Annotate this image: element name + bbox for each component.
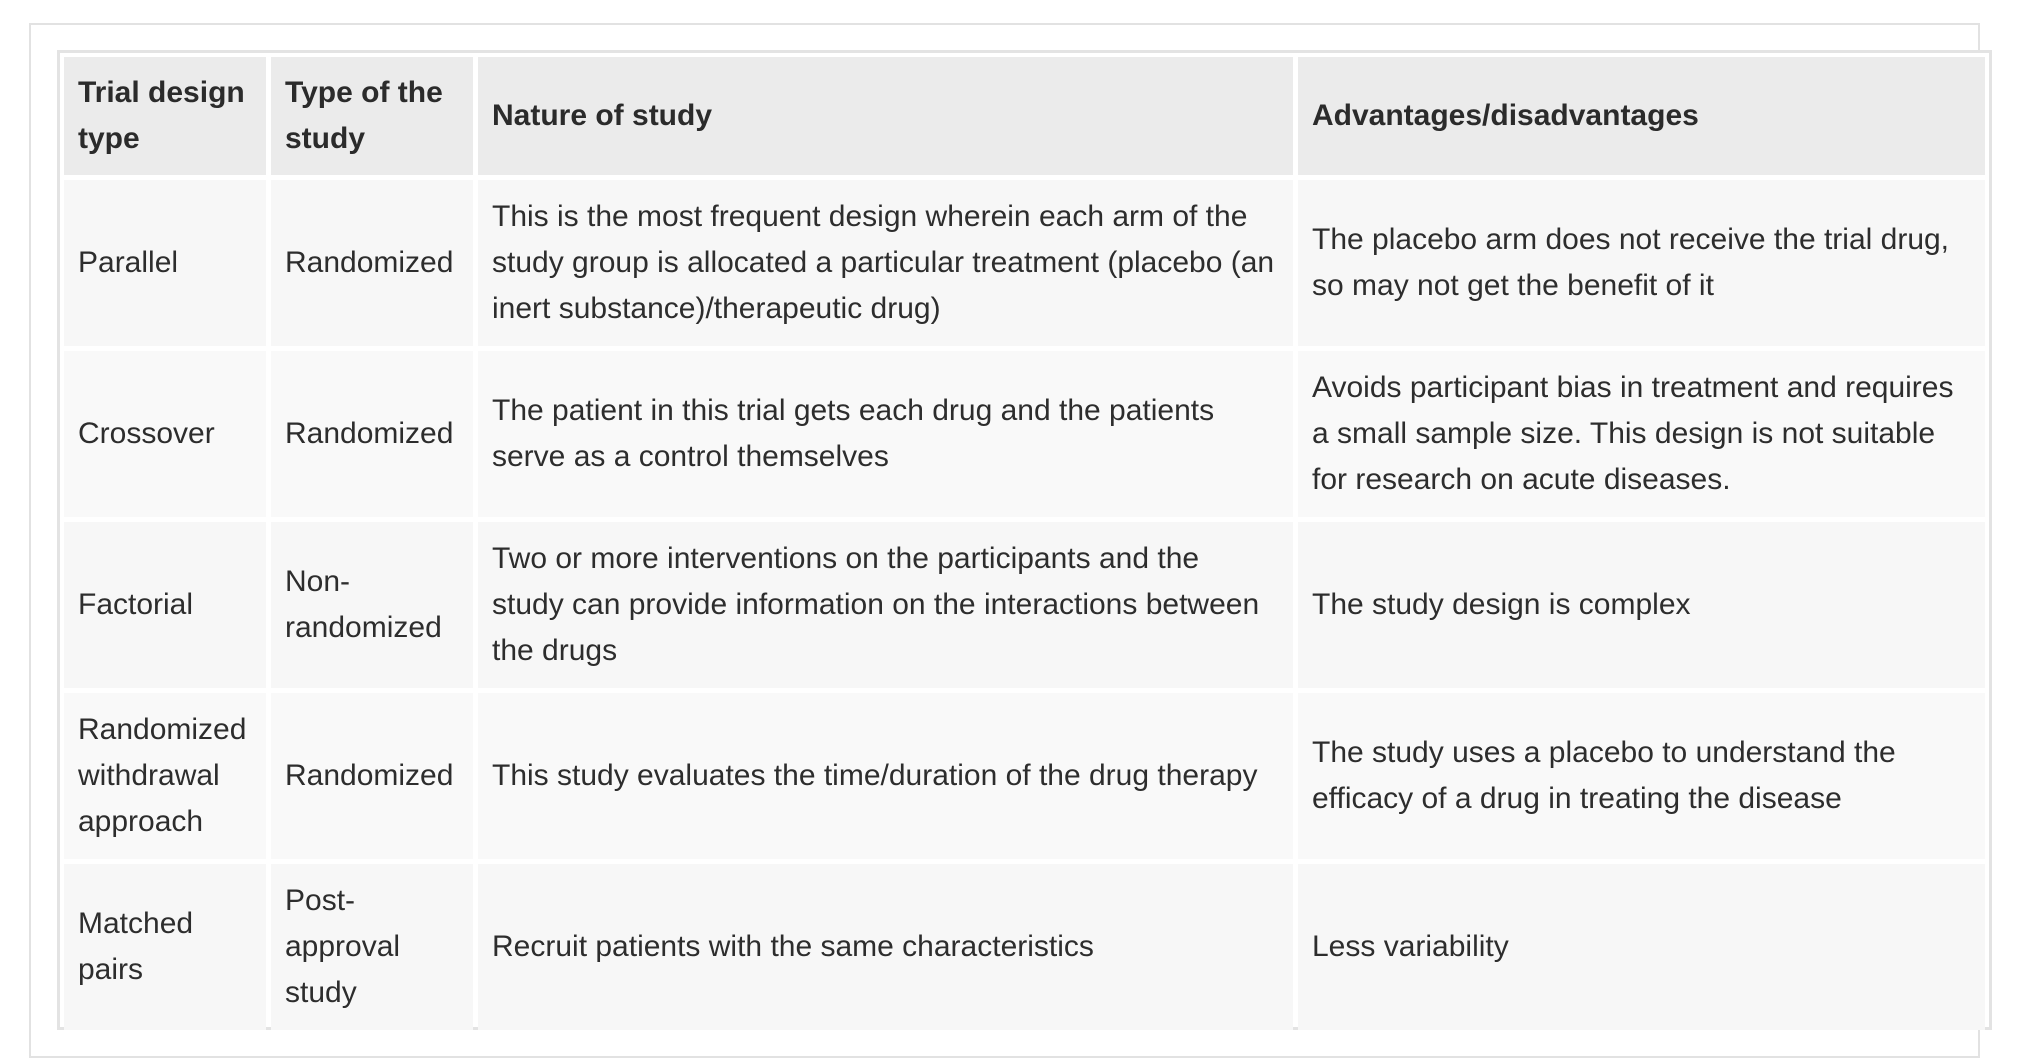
trial-design-table-wrapper: Trial design type Type of the study Natu… xyxy=(57,50,1992,1030)
table-row: Crossover Randomized The patient in this… xyxy=(64,351,1985,517)
header-type-of-study: Type of the study xyxy=(271,57,473,175)
cell-type-of-study: Randomized xyxy=(271,351,473,517)
table-row: Factorial Non-randomized Two or more int… xyxy=(64,522,1985,688)
cell-advantages-disadvantages: The placebo arm does not receive the tri… xyxy=(1298,180,1985,346)
cell-advantages-disadvantages: The study design is complex xyxy=(1298,522,1985,688)
cell-trial-design-type: Matched pairs xyxy=(64,864,266,1030)
cell-trial-design-type: Randomized withdrawal approach xyxy=(64,693,266,859)
table-row: Matched pairs Post-approval study Recrui… xyxy=(64,864,1985,1030)
cell-type-of-study: Post-approval study xyxy=(271,864,473,1030)
cell-type-of-study: Randomized xyxy=(271,180,473,346)
table-header-row: Trial design type Type of the study Natu… xyxy=(64,57,1985,175)
cell-trial-design-type: Parallel xyxy=(64,180,266,346)
trial-design-table: Trial design type Type of the study Natu… xyxy=(59,52,1990,1035)
cell-type-of-study: Randomized xyxy=(271,693,473,859)
cell-type-of-study: Non-randomized xyxy=(271,522,473,688)
header-advantages-disadvantages: Advantages/disadvantages xyxy=(1298,57,1985,175)
header-trial-design-type: Trial design type xyxy=(64,57,266,175)
table-row: Randomized withdrawal approach Randomize… xyxy=(64,693,1985,859)
cell-trial-design-type: Factorial xyxy=(64,522,266,688)
cell-advantages-disadvantages: The study uses a placebo to understand t… xyxy=(1298,693,1985,859)
cell-nature-of-study: This is the most frequent design wherein… xyxy=(478,180,1293,346)
table-row: Parallel Randomized This is the most fre… xyxy=(64,180,1985,346)
cell-advantages-disadvantages: Less variability xyxy=(1298,864,1985,1030)
cell-advantages-disadvantages: Avoids participant bias in treatment and… xyxy=(1298,351,1985,517)
header-nature-of-study: Nature of study xyxy=(478,57,1293,175)
cell-nature-of-study: Recruit patients with the same character… xyxy=(478,864,1293,1030)
cell-nature-of-study: The patient in this trial gets each drug… xyxy=(478,351,1293,517)
cell-nature-of-study: This study evaluates the time/duration o… xyxy=(478,693,1293,859)
cell-nature-of-study: Two or more interventions on the partici… xyxy=(478,522,1293,688)
cell-trial-design-type: Crossover xyxy=(64,351,266,517)
